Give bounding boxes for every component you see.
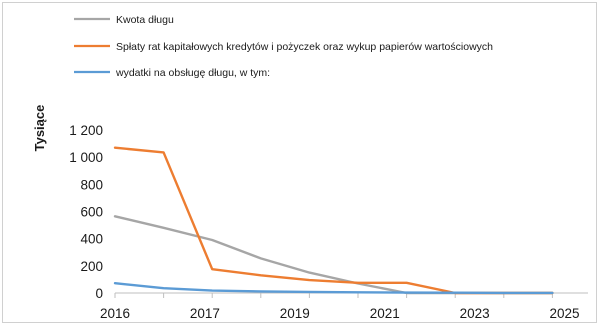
- x-tick-label: 2025: [550, 306, 580, 321]
- legend-label-2: Spłaty rat kapitałowych kredytów i pożyc…: [116, 41, 493, 53]
- y-tick-label: 600: [80, 205, 103, 220]
- legend: Kwota długu Spłaty rat kapitałowych kredy…: [74, 14, 493, 79]
- y-tick-label: 200: [80, 259, 103, 274]
- y-axis-label: Tysiące: [32, 105, 47, 152]
- y-axis-ticks: 0 200 400 600 800 1 000 1 200: [69, 123, 103, 301]
- x-tick-label: 2019: [280, 306, 310, 321]
- series-line-3: [113, 282, 554, 295]
- y-tick-label: 1 000: [69, 150, 103, 165]
- y-tick-label: 400: [80, 232, 103, 247]
- y-tick-label: 0: [95, 286, 103, 301]
- series-line-2: [113, 146, 554, 295]
- x-tick-label: 2016: [100, 306, 130, 321]
- y-tick-label: 1 200: [69, 123, 103, 138]
- y-tick-label: 800: [80, 177, 103, 192]
- legend-label-1: Kwota długu: [116, 14, 174, 26]
- legend-label-3: wydatki na obsługę długu, w tym:: [115, 67, 270, 79]
- x-tick-label: 2023: [460, 306, 490, 321]
- series-group: [113, 146, 554, 295]
- x-tick-label: 2017: [190, 306, 220, 321]
- x-tick-label: 2021: [370, 306, 400, 321]
- chart-frame: [2, 2, 597, 323]
- x-axis: 2016 2017 2019 2021 2023 2025: [100, 292, 588, 321]
